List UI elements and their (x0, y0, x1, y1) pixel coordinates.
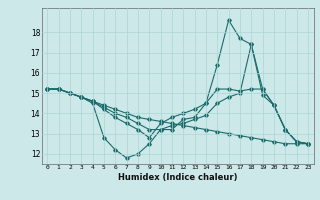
X-axis label: Humidex (Indice chaleur): Humidex (Indice chaleur) (118, 173, 237, 182)
